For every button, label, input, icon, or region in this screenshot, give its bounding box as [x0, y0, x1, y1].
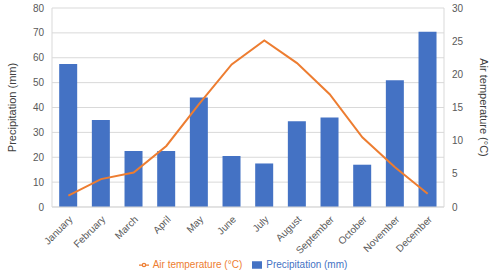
svg-text:20: 20 — [452, 69, 464, 80]
svg-text:10: 10 — [452, 135, 464, 146]
html-text:Air temperature (°C): Air temperature (°C) — [152, 259, 243, 270]
svg-text:September: September — [294, 213, 337, 256]
svg-text:70: 70 — [33, 27, 45, 38]
svg-text:May: May — [184, 214, 205, 235]
svg-text:30: 30 — [33, 127, 45, 138]
svg-text:20: 20 — [33, 152, 45, 163]
svg-text:Air temperature (°C): Air temperature (°C) — [478, 58, 490, 157]
svg-text:November: November — [361, 213, 402, 255]
svg-text:30: 30 — [452, 3, 464, 14]
svg-text:0: 0 — [452, 202, 458, 213]
svg-text:October: October — [336, 213, 369, 246]
html-text:Precipitation (mm): Precipitation (mm) — [266, 259, 348, 270]
svg-text:10: 10 — [33, 177, 45, 188]
svg-text:5: 5 — [452, 168, 458, 179]
svg-text:60: 60 — [33, 52, 45, 63]
svg-text:80: 80 — [33, 3, 45, 14]
svg-text:March: March — [113, 214, 140, 241]
svg-text:December: December — [394, 213, 435, 254]
svg-text:April: April — [151, 214, 173, 236]
svg-text:August: August — [274, 214, 304, 244]
svg-text:0: 0 — [38, 202, 44, 213]
svg-text:February: February — [71, 214, 107, 250]
svg-text:January: January — [42, 214, 75, 247]
svg-text:50: 50 — [33, 77, 45, 88]
svg-text:40: 40 — [33, 102, 45, 113]
svg-text:15: 15 — [452, 102, 464, 113]
svg-text:June: June — [215, 213, 238, 236]
svg-text:25: 25 — [452, 36, 464, 47]
svg-text:July: July — [250, 214, 270, 234]
svg-text:Precipitation (mm): Precipitation (mm) — [8, 63, 18, 152]
